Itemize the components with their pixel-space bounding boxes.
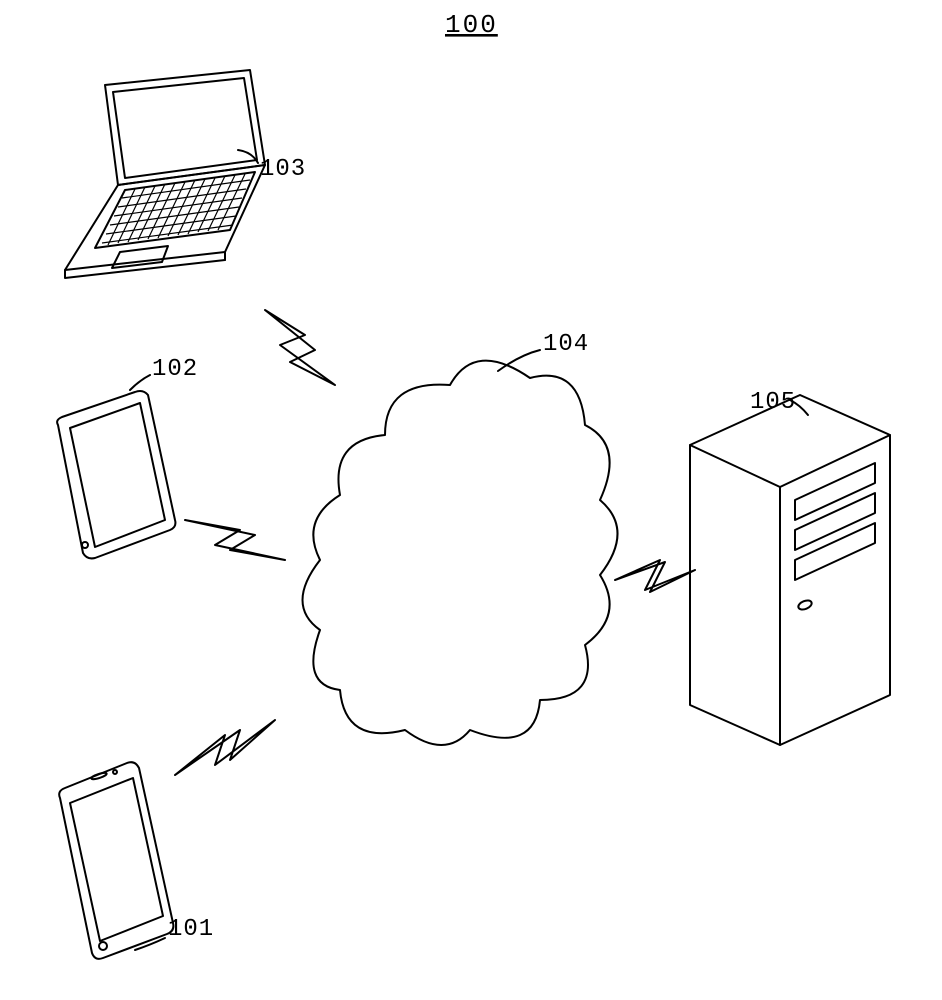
tablet-icon <box>57 391 175 558</box>
cloud-label: 104 <box>543 331 589 358</box>
phone-icon <box>59 762 173 959</box>
cloud-leader <box>498 350 540 371</box>
bolt-laptop-cloud <box>265 310 335 385</box>
cloud-icon <box>303 361 618 745</box>
server-icon <box>690 395 890 745</box>
bolt-phone-cloud <box>175 720 275 775</box>
laptop-label: 103 <box>260 156 306 183</box>
figure-title: 100 <box>445 10 498 40</box>
bolt-tablet-cloud <box>185 520 285 560</box>
tablet-leader <box>130 375 150 390</box>
server-label: 105 <box>750 389 796 416</box>
bolt-cloud-server <box>615 560 695 592</box>
tablet-label: 102 <box>152 356 198 383</box>
phone-label: 101 <box>168 916 214 943</box>
diagram-canvas: 100 <box>0 0 942 1000</box>
laptop-icon <box>65 70 265 278</box>
